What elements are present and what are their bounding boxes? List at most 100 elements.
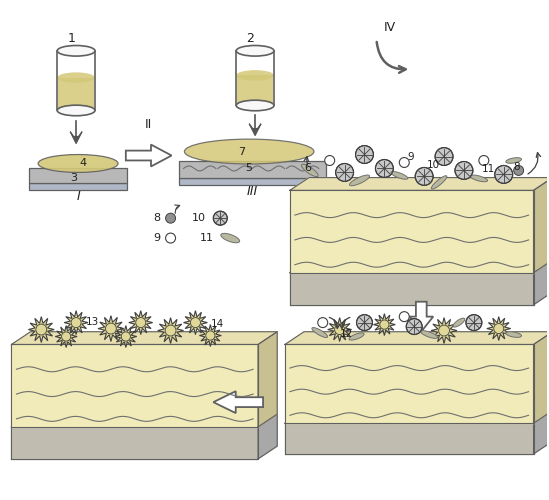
Polygon shape <box>214 391 263 413</box>
Circle shape <box>214 211 227 225</box>
Text: 11: 11 <box>199 233 214 243</box>
Ellipse shape <box>184 139 314 164</box>
Circle shape <box>356 146 373 164</box>
FancyArrowPatch shape <box>339 318 350 328</box>
Bar <box>58 78 94 110</box>
Polygon shape <box>431 318 457 344</box>
Bar <box>236 51 274 106</box>
Polygon shape <box>534 410 549 454</box>
Polygon shape <box>285 410 549 423</box>
Text: 10: 10 <box>192 213 205 223</box>
Polygon shape <box>290 178 549 190</box>
Circle shape <box>166 233 176 243</box>
Circle shape <box>376 160 393 178</box>
Circle shape <box>318 318 328 328</box>
Polygon shape <box>285 332 549 344</box>
Polygon shape <box>470 175 488 182</box>
Polygon shape <box>285 344 534 423</box>
Polygon shape <box>350 175 369 186</box>
Bar <box>29 168 127 184</box>
Polygon shape <box>312 328 328 338</box>
Polygon shape <box>349 333 364 340</box>
Text: 5: 5 <box>246 164 253 173</box>
Polygon shape <box>290 272 534 304</box>
Polygon shape <box>249 124 261 136</box>
Polygon shape <box>487 316 511 340</box>
Ellipse shape <box>57 72 95 83</box>
Text: 4: 4 <box>80 158 87 168</box>
Polygon shape <box>285 423 534 454</box>
Text: 13: 13 <box>86 316 99 326</box>
Ellipse shape <box>236 46 274 56</box>
Circle shape <box>399 312 409 322</box>
Circle shape <box>455 162 473 180</box>
Circle shape <box>415 168 433 186</box>
Polygon shape <box>29 316 54 342</box>
Circle shape <box>514 166 524 175</box>
Polygon shape <box>258 414 277 459</box>
Bar <box>178 178 326 186</box>
Polygon shape <box>453 318 465 327</box>
Text: IV: IV <box>383 21 395 34</box>
Polygon shape <box>258 332 277 427</box>
Circle shape <box>356 314 372 330</box>
Polygon shape <box>290 260 549 272</box>
Circle shape <box>479 156 489 166</box>
Ellipse shape <box>38 154 118 172</box>
Text: III: III <box>247 186 257 198</box>
Polygon shape <box>290 190 534 272</box>
Circle shape <box>435 148 453 166</box>
Polygon shape <box>126 144 172 167</box>
Polygon shape <box>506 332 522 338</box>
Polygon shape <box>64 310 88 334</box>
Text: 8: 8 <box>154 213 161 223</box>
Polygon shape <box>158 318 183 344</box>
Text: II: II <box>145 118 152 130</box>
Text: 6: 6 <box>305 164 311 173</box>
FancyArrowPatch shape <box>329 318 340 328</box>
Polygon shape <box>432 176 447 189</box>
Polygon shape <box>98 316 124 342</box>
Text: 1: 1 <box>67 32 75 44</box>
Polygon shape <box>221 234 240 243</box>
Circle shape <box>399 158 409 168</box>
Text: 2: 2 <box>246 32 254 44</box>
Polygon shape <box>506 158 522 164</box>
Bar <box>237 76 273 106</box>
Polygon shape <box>70 132 82 143</box>
Polygon shape <box>55 326 77 347</box>
Polygon shape <box>199 324 221 346</box>
Text: 14: 14 <box>210 318 223 328</box>
Bar <box>178 162 326 178</box>
Circle shape <box>466 314 482 330</box>
Polygon shape <box>115 326 137 347</box>
Text: I: I <box>76 190 80 203</box>
FancyArrowPatch shape <box>175 205 180 214</box>
Polygon shape <box>12 414 277 427</box>
Polygon shape <box>421 330 438 338</box>
Text: 9: 9 <box>407 152 414 162</box>
Bar <box>57 51 95 110</box>
Polygon shape <box>534 260 549 304</box>
Polygon shape <box>410 302 433 332</box>
Text: 10: 10 <box>427 160 440 170</box>
Ellipse shape <box>57 46 95 56</box>
Polygon shape <box>328 318 351 342</box>
FancyArrowPatch shape <box>304 156 317 177</box>
Text: 8: 8 <box>514 162 520 172</box>
Polygon shape <box>534 332 549 423</box>
FancyArrowPatch shape <box>528 152 541 174</box>
Bar <box>29 184 127 190</box>
Text: 7: 7 <box>238 146 245 156</box>
Polygon shape <box>391 172 408 179</box>
Polygon shape <box>12 344 258 427</box>
Circle shape <box>495 166 513 184</box>
Ellipse shape <box>236 100 274 111</box>
Text: 11: 11 <box>482 164 495 174</box>
Ellipse shape <box>236 70 274 80</box>
Polygon shape <box>373 314 395 336</box>
Polygon shape <box>12 427 258 459</box>
Circle shape <box>335 164 354 182</box>
Circle shape <box>406 318 422 334</box>
Text: 9: 9 <box>154 233 161 243</box>
